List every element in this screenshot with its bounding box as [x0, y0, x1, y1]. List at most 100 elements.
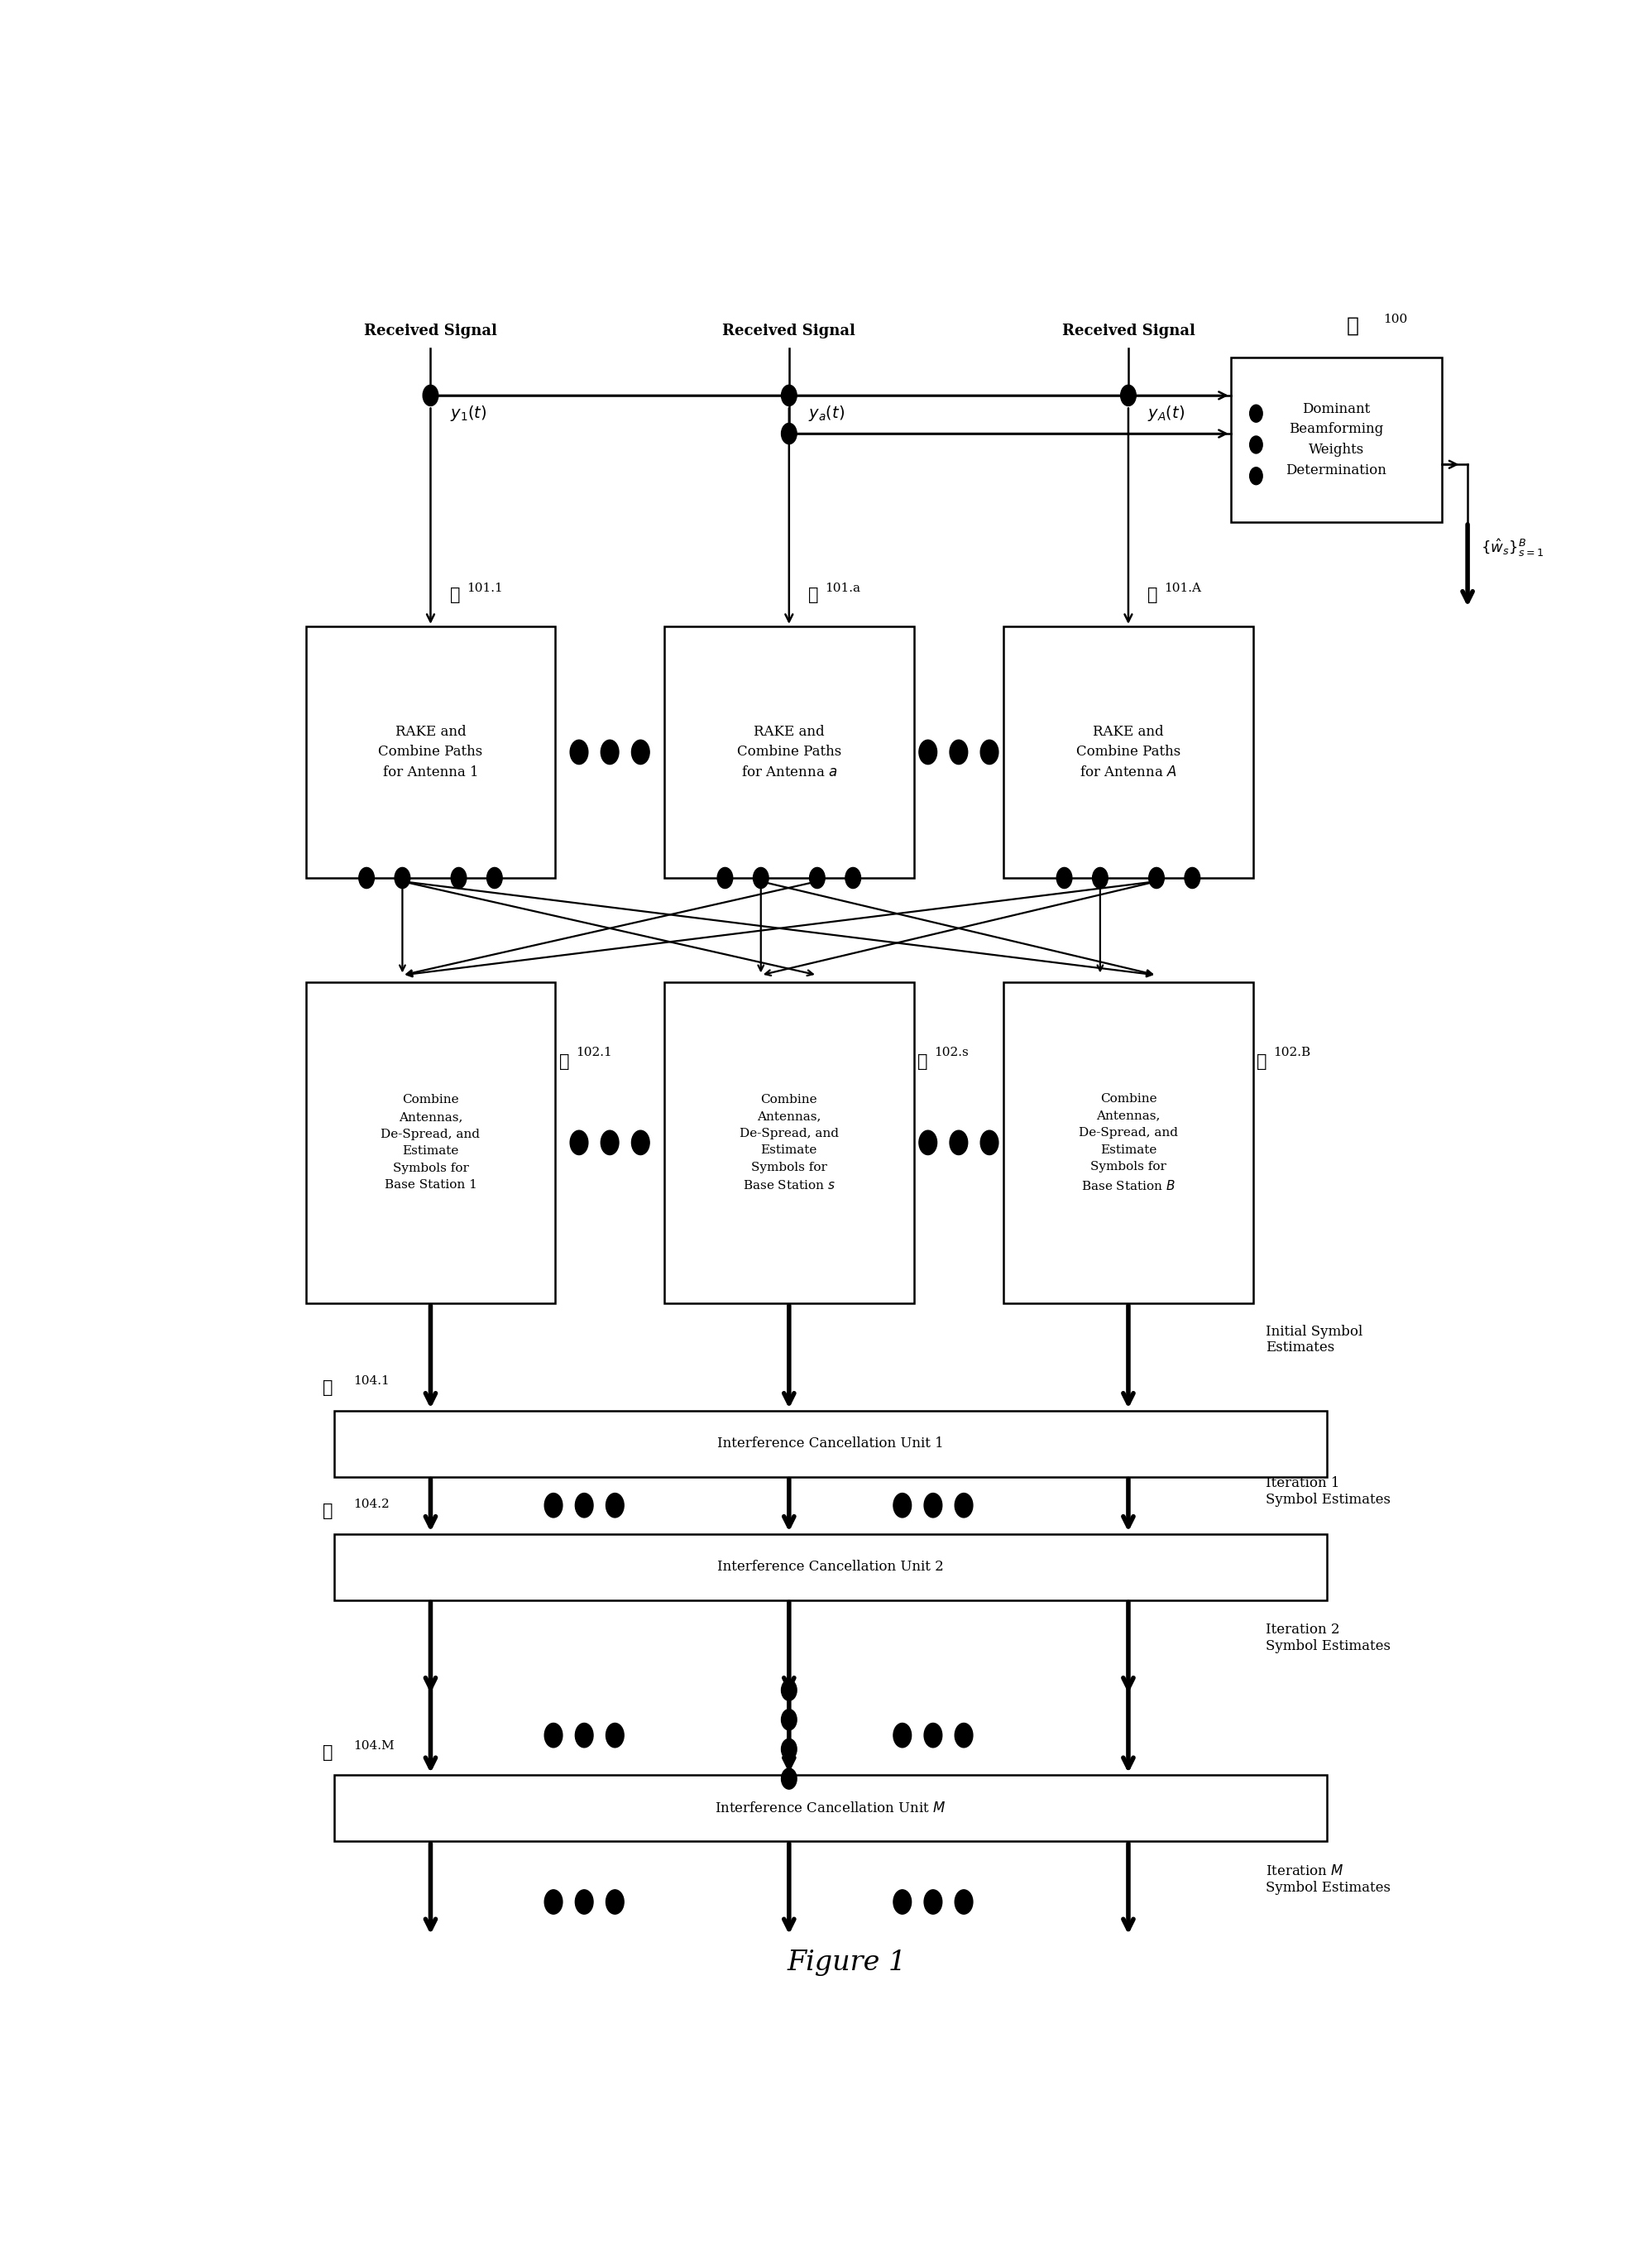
Text: Received Signal: Received Signal: [1062, 325, 1194, 338]
Text: Interference Cancellation Unit 2: Interference Cancellation Unit 2: [717, 1560, 943, 1573]
FancyBboxPatch shape: [334, 1535, 1327, 1600]
Text: $y_A(t)$: $y_A(t)$: [1148, 403, 1184, 424]
Text: Initial Symbol
Estimates: Initial Symbol Estimates: [1265, 1325, 1363, 1355]
Text: ⌣: ⌣: [1346, 316, 1360, 336]
Circle shape: [781, 1769, 796, 1790]
FancyBboxPatch shape: [1231, 356, 1442, 523]
Text: $y_a(t)$: $y_a(t)$: [808, 403, 844, 424]
Text: Received Signal: Received Signal: [722, 325, 856, 338]
Text: ⌣: ⌣: [808, 588, 819, 602]
Circle shape: [1249, 467, 1262, 485]
Text: 102.s: 102.s: [935, 1046, 968, 1059]
Text: Iteration 2
Symbol Estimates: Iteration 2 Symbol Estimates: [1265, 1623, 1391, 1652]
Circle shape: [955, 1889, 973, 1914]
Circle shape: [781, 1679, 796, 1700]
Text: 104.2: 104.2: [354, 1499, 390, 1510]
Circle shape: [606, 1492, 624, 1517]
Circle shape: [809, 868, 824, 888]
Text: RAKE and
Combine Paths
for Antenna $A$: RAKE and Combine Paths for Antenna $A$: [1075, 724, 1181, 780]
Circle shape: [1092, 868, 1108, 888]
Text: ⌣: ⌣: [1148, 588, 1158, 602]
Circle shape: [395, 868, 410, 888]
Text: Combine
Antennas,
De-Spread, and
Estimate
Symbols for
Base Station $s$: Combine Antennas, De-Spread, and Estimat…: [740, 1093, 839, 1192]
Circle shape: [358, 868, 375, 888]
Circle shape: [919, 1132, 937, 1154]
Circle shape: [606, 1722, 624, 1747]
Circle shape: [846, 868, 861, 888]
Text: ⌣: ⌣: [1257, 1055, 1267, 1071]
Circle shape: [570, 1132, 588, 1154]
FancyBboxPatch shape: [334, 1411, 1327, 1476]
Circle shape: [894, 1492, 912, 1517]
Text: 102.B: 102.B: [1274, 1046, 1312, 1059]
Circle shape: [601, 1132, 620, 1154]
FancyBboxPatch shape: [664, 627, 914, 879]
Text: ⌣: ⌣: [322, 1379, 334, 1395]
FancyBboxPatch shape: [1003, 983, 1254, 1303]
Text: RAKE and
Combine Paths
for Antenna $a$: RAKE and Combine Paths for Antenna $a$: [737, 724, 841, 780]
Circle shape: [923, 1722, 942, 1747]
Text: $\{\hat{w}_s\}_{s=1}^B$: $\{\hat{w}_s\}_{s=1}^B$: [1480, 536, 1543, 559]
Text: 104.M: 104.M: [354, 1740, 395, 1751]
Circle shape: [606, 1889, 624, 1914]
Circle shape: [919, 739, 937, 764]
Circle shape: [753, 868, 768, 888]
Circle shape: [451, 868, 466, 888]
Circle shape: [631, 739, 649, 764]
Circle shape: [423, 385, 438, 406]
Circle shape: [575, 1889, 593, 1914]
Text: $y_1(t)$: $y_1(t)$: [449, 403, 487, 424]
Text: Interference Cancellation Unit 1: Interference Cancellation Unit 1: [717, 1436, 943, 1452]
Text: Dominant
Beamforming
Weights
Determination: Dominant Beamforming Weights Determinati…: [1285, 401, 1386, 478]
Text: Combine
Antennas,
De-Spread, and
Estimate
Symbols for
Base Station $B$: Combine Antennas, De-Spread, and Estimat…: [1079, 1093, 1178, 1192]
Text: 100: 100: [1383, 313, 1408, 325]
Text: Interference Cancellation Unit $M$: Interference Cancellation Unit $M$: [715, 1801, 947, 1814]
FancyBboxPatch shape: [1003, 627, 1254, 879]
Circle shape: [1249, 406, 1262, 421]
Circle shape: [980, 1132, 998, 1154]
Circle shape: [545, 1722, 562, 1747]
Circle shape: [631, 1132, 649, 1154]
Text: Figure 1: Figure 1: [786, 1950, 907, 1977]
Circle shape: [1057, 868, 1072, 888]
Circle shape: [950, 739, 968, 764]
Circle shape: [545, 1889, 562, 1914]
Circle shape: [1120, 385, 1137, 406]
Circle shape: [894, 1889, 912, 1914]
FancyBboxPatch shape: [334, 1776, 1327, 1842]
Circle shape: [955, 1722, 973, 1747]
Circle shape: [1249, 435, 1262, 453]
Text: ⌣: ⌣: [322, 1503, 334, 1519]
Circle shape: [955, 1492, 973, 1517]
Circle shape: [781, 1738, 796, 1760]
Text: Iteration 1
Symbol Estimates: Iteration 1 Symbol Estimates: [1265, 1476, 1391, 1506]
Text: 102.1: 102.1: [577, 1046, 611, 1059]
Text: ⌣: ⌣: [322, 1745, 334, 1760]
Circle shape: [781, 1709, 796, 1731]
Text: Iteration $M$
Symbol Estimates: Iteration $M$ Symbol Estimates: [1265, 1864, 1391, 1896]
Text: 101.A: 101.A: [1165, 582, 1201, 593]
Circle shape: [923, 1889, 942, 1914]
Circle shape: [1148, 868, 1165, 888]
Circle shape: [575, 1722, 593, 1747]
Circle shape: [575, 1492, 593, 1517]
Circle shape: [717, 868, 733, 888]
FancyBboxPatch shape: [306, 983, 555, 1303]
Circle shape: [601, 739, 620, 764]
Circle shape: [570, 739, 588, 764]
Circle shape: [950, 1132, 968, 1154]
Circle shape: [1184, 868, 1199, 888]
Text: ⌣: ⌣: [560, 1055, 570, 1071]
Text: 104.1: 104.1: [354, 1375, 390, 1386]
Circle shape: [980, 739, 998, 764]
Circle shape: [487, 868, 502, 888]
Text: ⌣: ⌣: [449, 588, 461, 602]
FancyBboxPatch shape: [306, 627, 555, 879]
Text: RAKE and
Combine Paths
for Antenna 1: RAKE and Combine Paths for Antenna 1: [378, 724, 482, 780]
Text: Received Signal: Received Signal: [363, 325, 497, 338]
Text: Combine
Antennas,
De-Spread, and
Estimate
Symbols for
Base Station 1: Combine Antennas, De-Spread, and Estimat…: [382, 1093, 481, 1190]
Text: ⌣: ⌣: [919, 1055, 928, 1071]
Circle shape: [545, 1492, 562, 1517]
Circle shape: [923, 1492, 942, 1517]
Circle shape: [894, 1722, 912, 1747]
